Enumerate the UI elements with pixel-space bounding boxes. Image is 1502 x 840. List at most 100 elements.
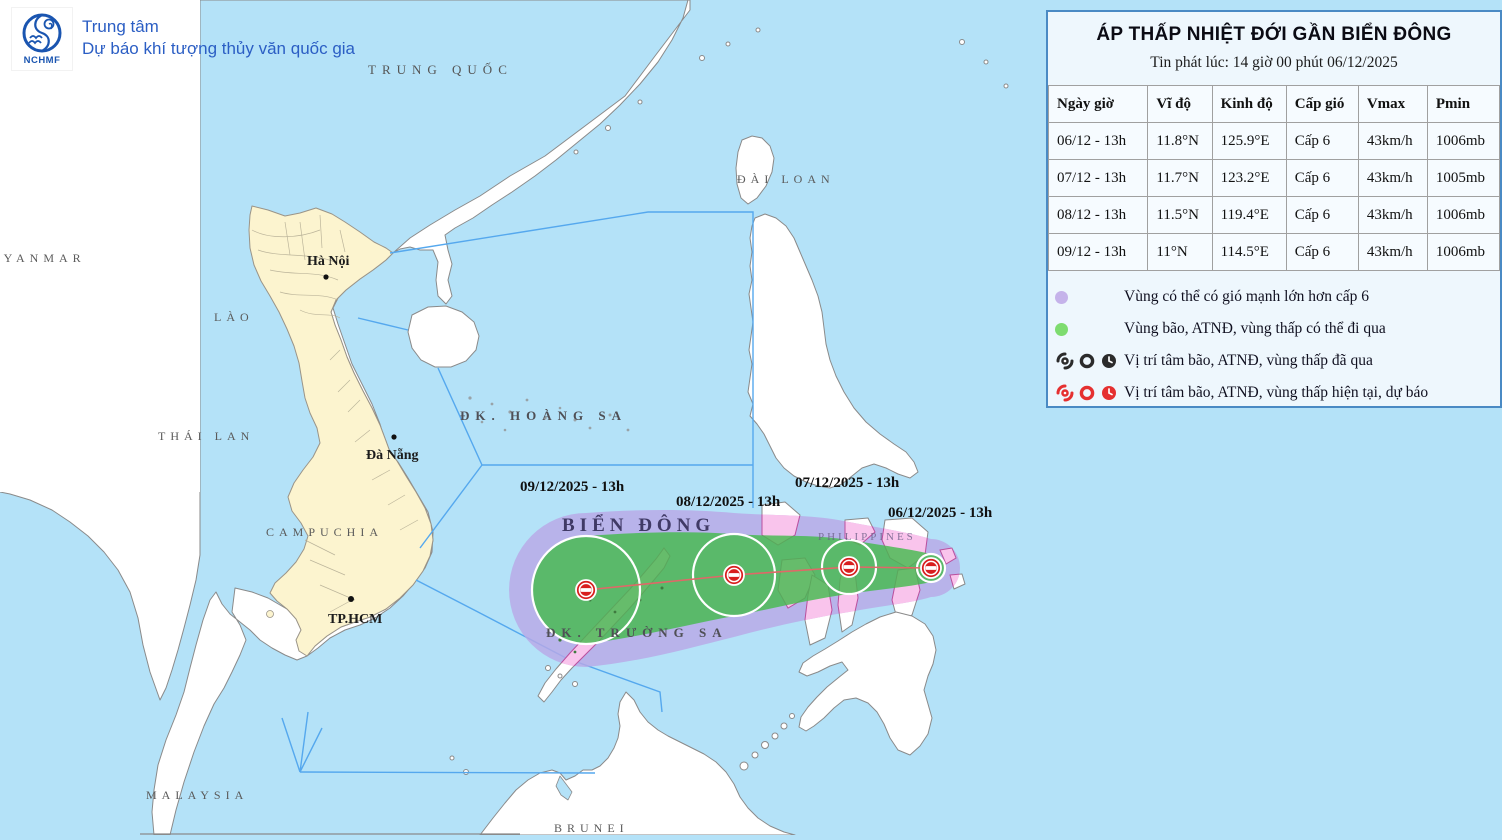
legend-label: Vùng bão, ATNĐ, vùng thấp có thể đi qua	[1124, 320, 1386, 337]
nchmf-logo-text: NCHMF	[23, 55, 61, 66]
legend-label: Vùng có thể có gió mạnh lớn hơn cấp 6	[1124, 288, 1369, 305]
forecast-table: Ngày giờ Vĩ độ Kinh độ Cấp gió Vmax Pmin…	[1047, 85, 1501, 271]
bulletin-title: ÁP THẤP NHIỆT ĐỚI GẦN BIỂN ĐÔNG	[1096, 24, 1452, 45]
cell-vmax: 43km/h	[1357, 196, 1428, 234]
cell-windlvl: Cấp 6	[1285, 122, 1359, 160]
cell-lon: 119.4°E	[1211, 196, 1287, 234]
legend-label: Vị trí tâm bão, ATNĐ, vùng thấp đã qua	[1124, 352, 1373, 369]
cell-windlvl: Cấp 6	[1285, 196, 1359, 234]
storm-marker-fc2	[723, 564, 745, 586]
cell-lon: 114.5°E	[1211, 233, 1287, 271]
track-date-0812: 08/12/2025 - 13h	[676, 494, 781, 510]
cell-vmax: 43km/h	[1357, 233, 1428, 271]
label-laos: LÀO	[214, 310, 254, 324]
label-paracel: ĐK. HOÀNG SA	[460, 408, 627, 423]
track-date-0712: 07/12/2025 - 13h	[795, 475, 900, 491]
legend-label: Vị trí tâm bão, ATNĐ, vùng thấp hiện tại…	[1124, 384, 1429, 401]
cell-pmin: 1006mb	[1426, 196, 1501, 234]
col-header-windlvl: Cấp gió	[1285, 85, 1359, 123]
col-header-vmax: Vmax	[1357, 85, 1428, 123]
label-taiwan: ĐÀI LOAN	[737, 172, 835, 186]
clock-icon	[1102, 386, 1116, 400]
label-hanoi: Hà Nội	[307, 254, 350, 269]
cyclone-icon	[1056, 352, 1074, 370]
site-header: NCHMF Trung tâm Dự báo khí tượng thủy vă…	[12, 8, 355, 70]
legend-row-past-position: Vị trí tâm bão, ATNĐ, vùng thấp đã qua	[1048, 345, 1500, 377]
storm-track-line	[585, 566, 932, 591]
cell-vmax: 43km/h	[1357, 159, 1428, 197]
circle-icon	[1079, 353, 1095, 369]
danang-dot	[391, 434, 397, 440]
storm-marker-fc3	[575, 579, 597, 601]
table-row: 08/12 - 13h 11.5°N 119.4°E Cấp 6 43km/h …	[1047, 196, 1501, 234]
table-row: 09/12 - 13h 11°N 114.5°E Cấp 6 43km/h 10…	[1047, 233, 1501, 271]
past-position-icons	[1056, 352, 1116, 370]
circle-icon	[1079, 385, 1095, 401]
mainland-asia	[0, 0, 691, 836]
cell-windlvl: Cấp 6	[1285, 233, 1359, 271]
cell-datetime: 08/12 - 13h	[1047, 196, 1149, 234]
hanoi-dot	[323, 274, 329, 280]
legend-row-track-zone: Vùng bão, ATNĐ, vùng thấp có thể đi qua	[1048, 313, 1500, 345]
vietnam	[248, 205, 434, 657]
table-row: 06/12 - 13h 11.8°N 125.9°E Cấp 6 43km/h …	[1047, 122, 1501, 160]
borneo	[449, 665, 796, 836]
clock-icon	[1102, 354, 1116, 368]
province-borders	[251, 214, 419, 613]
label-spratly: ĐK. TRƯỜNG SA	[546, 625, 728, 640]
cell-pmin: 1006mb	[1426, 122, 1501, 160]
forecast-position-icons	[1056, 384, 1116, 402]
cell-lat: 11.8°N	[1147, 122, 1213, 160]
cell-lat: 11.7°N	[1147, 159, 1213, 197]
cell-windlvl: Cấp 6	[1285, 159, 1359, 197]
hcmc-dot	[348, 596, 354, 602]
cell-pmin: 1006mb	[1426, 233, 1501, 271]
nchmf-logo-icon	[22, 13, 62, 53]
org-name-line2: Dự báo khí tượng thủy văn quốc gia	[82, 39, 356, 59]
nchmf-logo[interactable]: NCHMF	[12, 8, 72, 70]
cell-datetime: 07/12 - 13h	[1047, 159, 1149, 197]
storm-marker-fc1	[838, 556, 860, 578]
map-labels: TRUNG QUỐC ĐÀI LOAN MYANMAR LÀO THÁI LAN…	[0, 62, 993, 835]
green-zone-swatch	[1055, 322, 1068, 336]
col-header-lon: Kinh độ	[1211, 85, 1287, 123]
cell-datetime: 09/12 - 13h	[1047, 233, 1149, 271]
storm-marker-current	[920, 557, 942, 579]
cell-datetime: 06/12 - 13h	[1047, 122, 1149, 160]
label-hcmc: TP.HCM	[328, 612, 382, 627]
label-philippines: PHILIPPINES	[818, 531, 916, 543]
cell-lon: 123.2°E	[1211, 159, 1287, 197]
label-brunei: BRUNEI	[554, 821, 629, 835]
label-danang: Đà Nẵng	[366, 447, 419, 463]
table-row: 07/12 - 13h 11.7°N 123.2°E Cấp 6 43km/h …	[1047, 159, 1501, 197]
col-header-pmin: Pmin	[1426, 85, 1501, 123]
org-name: Trung tâm Dự báo khí tượng thủy văn quốc…	[82, 8, 355, 61]
track-date-0612: 06/12/2025 - 13h	[888, 505, 993, 521]
label-east-sea: BIỂN ĐÔNG	[562, 514, 715, 536]
bulletin-issued-time: Tin phát lúc: 14 giờ 00 phút 06/12/2025	[1150, 54, 1398, 71]
cell-pmin: 1005mb	[1426, 159, 1501, 197]
col-header-lat: Vĩ độ	[1147, 85, 1213, 123]
label-myanmar: MYANMAR	[0, 251, 86, 265]
label-china: TRUNG QUỐC	[368, 62, 513, 77]
island-specks	[468, 396, 630, 432]
cyclone-icon	[1056, 384, 1074, 402]
forecast-table-header-row: Ngày giờ Vĩ độ Kinh độ Cấp gió Vmax Pmin	[1047, 85, 1501, 123]
islands-north	[407, 27, 1009, 368]
label-thailand: THÁI LAN	[158, 429, 254, 443]
label-cambodia: CAMPUCHIA	[266, 525, 383, 539]
org-name-line1: Trung tâm	[82, 17, 159, 36]
cell-lat: 11.5°N	[1147, 196, 1213, 234]
cell-vmax: 43km/h	[1357, 122, 1428, 160]
cell-lon: 125.9°E	[1211, 122, 1287, 160]
label-malaysia: MALAYSIA	[146, 788, 248, 802]
cell-lat: 11°N	[1147, 233, 1213, 271]
purple-zone-swatch	[1055, 290, 1068, 304]
storm-bulletin-panel: ÁP THẤP NHIỆT ĐỚI GẦN BIỂN ĐÔNG Tin phát…	[1046, 10, 1502, 408]
legend-row-forecast-position: Vị trí tâm bão, ATNĐ, vùng thấp hiện tại…	[1048, 377, 1500, 409]
col-header-datetime: Ngày giờ	[1047, 85, 1149, 123]
legend: Vùng có thể có gió mạnh lớn hơn cấp 6 Vù…	[1048, 281, 1500, 409]
legend-row-wind-zone: Vùng có thể có gió mạnh lớn hơn cấp 6	[1048, 281, 1500, 313]
forecast-circles	[530, 532, 947, 646]
